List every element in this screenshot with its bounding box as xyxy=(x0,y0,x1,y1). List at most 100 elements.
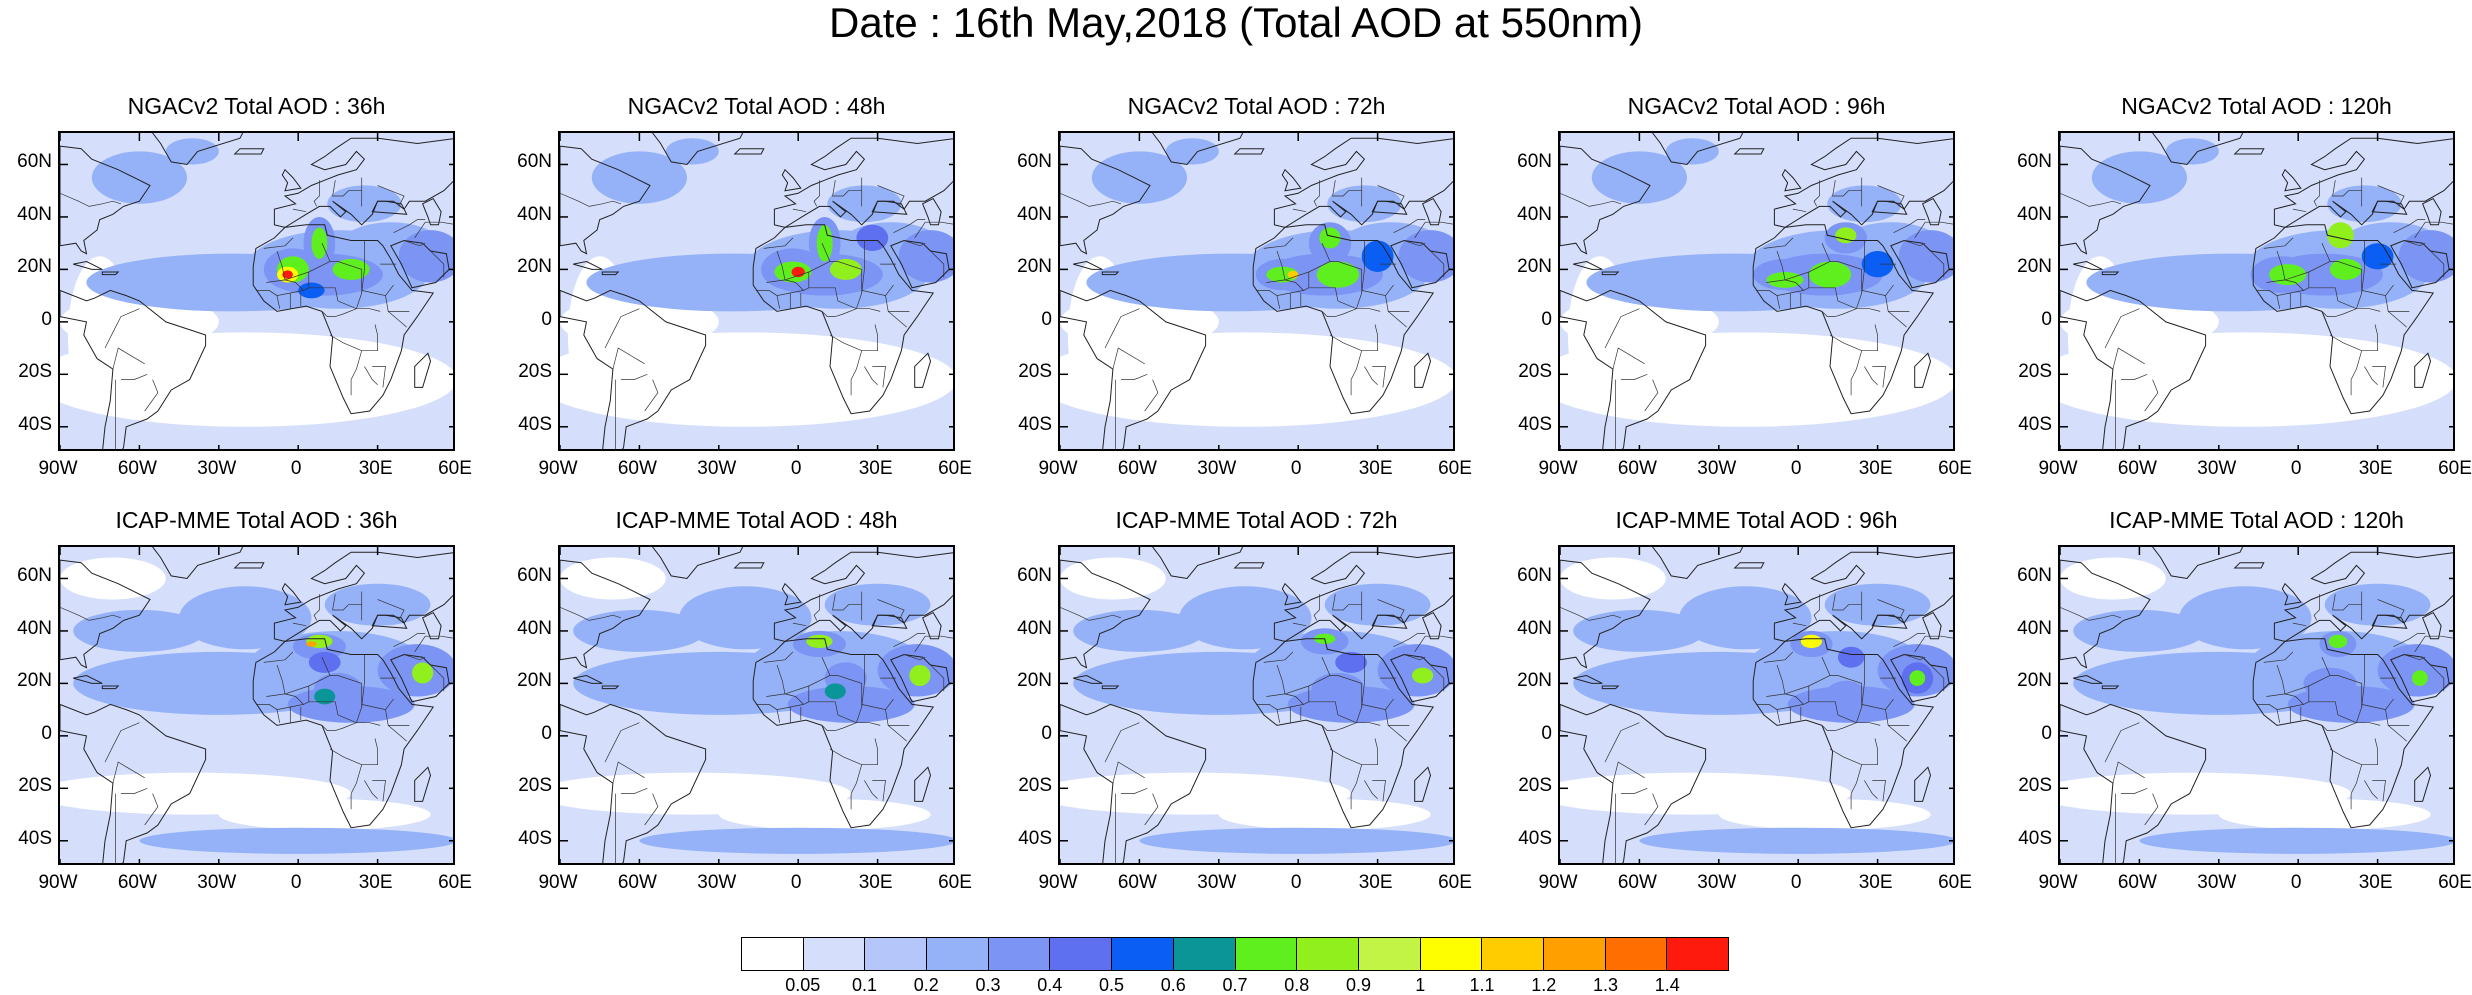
aod-plume xyxy=(332,258,370,280)
lon-tick-label: 90W xyxy=(38,872,78,893)
country-border xyxy=(792,208,807,213)
country-border xyxy=(813,594,820,621)
coastline xyxy=(2252,224,2435,415)
country-border xyxy=(1414,221,1453,239)
coastline xyxy=(914,766,932,802)
country-border xyxy=(1112,761,1145,784)
country-border xyxy=(2364,780,2378,800)
country-border xyxy=(361,698,394,710)
country-border xyxy=(930,664,945,692)
country-border xyxy=(1821,311,1836,317)
lon-tick-label: 30E xyxy=(358,458,393,479)
colorbar-label: 0.6 xyxy=(1160,975,1186,995)
lon-tick-label: 0 xyxy=(2290,872,2302,893)
coastline xyxy=(1073,260,1103,270)
country-border xyxy=(1776,243,1831,281)
country-border xyxy=(2104,722,2140,763)
coastline xyxy=(2421,197,2442,226)
country-border xyxy=(104,722,140,763)
country-border xyxy=(2255,704,2304,710)
aod-plume xyxy=(218,798,431,831)
lon-tick-label: 60W xyxy=(2117,458,2157,479)
coastline xyxy=(652,547,744,580)
country-border xyxy=(1856,654,1865,723)
colorbar-swatch xyxy=(1112,938,1174,970)
aod-plume xyxy=(139,827,453,854)
lat-tick-label: 0 xyxy=(41,722,52,744)
country-border xyxy=(1893,224,1910,234)
lon-tick-label: 30E xyxy=(2358,458,2393,479)
panel-title: ICAP-MME Total AOD : 96h xyxy=(1615,507,1898,533)
country-border xyxy=(2393,638,2410,648)
country-border xyxy=(1813,594,1820,621)
lon-tick-label: 30W xyxy=(2197,458,2237,479)
aod-plume xyxy=(179,586,312,650)
country-border xyxy=(393,638,410,648)
coastline xyxy=(414,352,432,388)
coastline xyxy=(2152,133,2244,166)
coastline xyxy=(390,239,450,289)
coastline xyxy=(281,168,302,192)
country-border xyxy=(1885,295,1910,312)
aod-map-icap-36h xyxy=(58,545,455,865)
country-border xyxy=(1835,308,1857,317)
lat-tick-label: 40S xyxy=(1518,413,1552,435)
aod-plume xyxy=(2218,798,2431,831)
country-border xyxy=(276,243,331,281)
lon-tick-label: 90W xyxy=(1038,872,1078,893)
coastline xyxy=(1890,239,1950,289)
country-border xyxy=(112,761,145,784)
country-border xyxy=(2414,221,2453,239)
aod-plume xyxy=(1800,634,1822,648)
country-border xyxy=(1430,664,1445,692)
aod-plume xyxy=(2303,667,2357,700)
country-border xyxy=(372,780,386,802)
lon-tick-label: 60E xyxy=(1938,458,1972,479)
lon-tick-label: 0 xyxy=(1790,872,1802,893)
country-border xyxy=(2364,366,2378,386)
coastline xyxy=(1601,685,1620,690)
coastline xyxy=(1871,614,1908,629)
country-border xyxy=(335,722,357,731)
coastline xyxy=(2390,239,2450,289)
coastline xyxy=(101,271,120,276)
country-border xyxy=(1276,295,1281,309)
aod-plume xyxy=(679,586,812,650)
country-border xyxy=(1830,675,1863,707)
country-border xyxy=(1930,250,1945,278)
coastline xyxy=(921,197,942,226)
country-border xyxy=(372,366,386,388)
aod-plume xyxy=(1573,609,1706,652)
lon-tick-label: 60E xyxy=(438,872,472,893)
country-border xyxy=(620,787,648,794)
lon-tick-label: 30W xyxy=(1697,458,1737,479)
aod-map-icap-120h xyxy=(2058,545,2455,865)
lon-tick-label: 30W xyxy=(1697,872,1737,893)
aod-plume xyxy=(816,224,833,262)
aod-plume xyxy=(1837,646,1865,668)
country-border xyxy=(1292,622,1307,627)
lat-tick-label: 40S xyxy=(2018,827,2052,849)
country-border xyxy=(1266,279,1309,291)
lon-tick-label: 90W xyxy=(2038,872,2078,893)
lat-tick-label: 40N xyxy=(1517,203,1552,225)
lat-tick-label: 60N xyxy=(517,565,552,587)
panel-title: NGACv2 Total AOD : 96h xyxy=(1627,93,1886,119)
aod-field xyxy=(1560,547,1953,863)
country-border xyxy=(620,373,648,380)
aod-plume xyxy=(2073,609,2206,652)
aod-plume xyxy=(1560,557,1666,600)
country-border xyxy=(1337,300,1381,312)
coastline xyxy=(1252,638,1435,829)
country-border xyxy=(1393,224,1410,234)
lat-tick-label: 0 xyxy=(1041,722,1052,744)
country-border xyxy=(1403,240,1426,247)
lat-tick-label: 40S xyxy=(18,827,52,849)
aod-map-ngac-72h xyxy=(1058,131,1455,451)
coastline xyxy=(1101,685,1120,690)
country-border xyxy=(877,599,905,621)
coastline xyxy=(73,260,103,270)
country-border xyxy=(1330,675,1363,707)
coastline xyxy=(2371,200,2408,215)
coastline xyxy=(890,653,950,703)
